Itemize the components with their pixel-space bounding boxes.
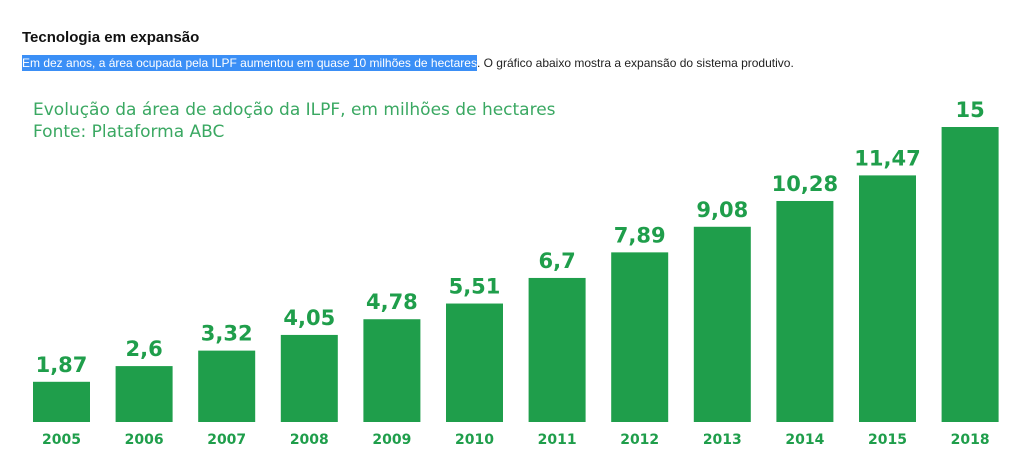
year-label: 2012 [620,432,659,448]
value-label: 11,47 [854,146,920,170]
year-label: 2007 [207,432,246,448]
year-label: 2008 [290,432,329,448]
year-label: 2013 [703,432,742,448]
year-label: 2018 [951,432,990,448]
section-title: Tecnologia em expansão [22,29,200,46]
bar-2014 [776,200,834,422]
bar-2009 [363,319,421,422]
year-label: 2009 [372,432,411,448]
value-label: 9,08 [696,198,748,222]
value-label: 10,28 [772,172,838,196]
bar-2005 [33,381,90,422]
value-label: 3,32 [201,322,253,346]
value-label: 4,78 [366,290,418,314]
chart-heading: Evolução da área de adoção da ILPF, em m… [33,99,556,143]
value-label: 15 [955,98,984,122]
value-label: 1,87 [36,353,88,377]
bar-2012 [611,252,669,422]
bar-2013 [693,226,751,422]
intro-rest: . O gráfico abaixo mostra a expansão do … [476,56,794,70]
value-label: 4,05 [283,306,335,330]
selected-text[interactable]: Em dez anos, a área ocupada pela ILPF au… [22,55,477,71]
bar-2008 [280,334,338,422]
bar-2010 [446,303,503,422]
intro-paragraph: Em dez anos, a área ocupada pela ILPF au… [22,55,794,71]
year-label: 2014 [785,432,824,448]
value-label: 7,89 [614,223,666,247]
year-label: 2005 [42,432,81,448]
year-label: 2010 [455,432,494,448]
bar-2007 [198,350,256,422]
year-label: 2011 [538,432,577,448]
year-label: 2015 [868,432,907,448]
bar-2011 [528,277,586,422]
chart-title: Evolução da área de adoção da ILPF, em m… [33,100,556,120]
year-label: 2006 [125,432,164,448]
chart-source: Fonte: Plataforma ABC [33,122,225,142]
bar-2015 [859,175,916,422]
bar-2018 [941,127,999,422]
value-label: 2,6 [125,337,162,361]
value-label: 6,7 [538,249,575,273]
bar-2006 [115,366,173,422]
value-label: 5,51 [449,275,501,299]
